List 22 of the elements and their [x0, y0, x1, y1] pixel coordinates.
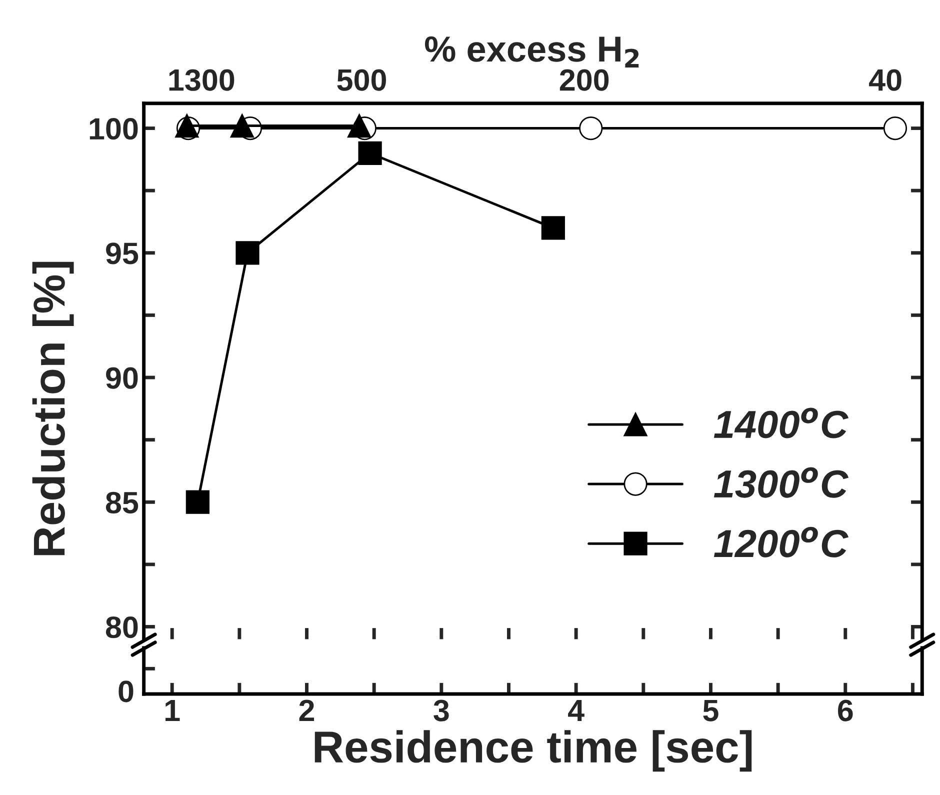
x-axis-title: Residence time [sec] [314, 730, 752, 772]
y-tick-label: 90 [106, 367, 138, 389]
text: 40 [869, 69, 902, 91]
y-tick-label: 95 [106, 242, 138, 264]
y-axis-title: Reduction [%] [32, 262, 74, 556]
y-tick-label: 80 [106, 616, 138, 638]
x-tick-label: 2 [299, 700, 314, 722]
legend-label: 1400$^{o}$C [714, 408, 848, 438]
x-tick-label: 6 [838, 700, 853, 722]
text: 200 [560, 69, 609, 91]
text: 500 [337, 69, 386, 91]
x-tick-label: 1 [166, 700, 180, 722]
y-tick-label: 85 [106, 492, 138, 514]
x2-axis-title: % excess H$_{2}$ [425, 36, 639, 68]
text: 0 [118, 680, 134, 702]
legend-label: 1200$^{o}$C [714, 526, 848, 558]
x-tick-label: 5 [703, 700, 718, 722]
y-tick-label: 100 [90, 118, 138, 140]
x-tick-label: 3 [434, 700, 449, 722]
x-tick-label: 4 [568, 700, 584, 722]
text: 1300 [169, 69, 234, 91]
legend-label: 1300$^{o}$C [714, 467, 848, 498]
